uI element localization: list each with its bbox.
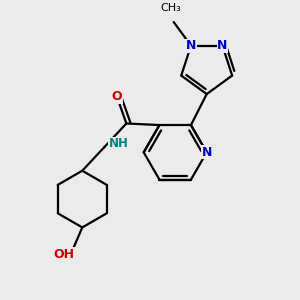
Text: N: N: [186, 39, 196, 52]
Text: O: O: [112, 90, 122, 103]
Text: N: N: [202, 146, 212, 159]
Text: N: N: [217, 39, 228, 52]
Text: CH₃: CH₃: [160, 3, 181, 13]
Text: NH: NH: [109, 137, 128, 151]
Text: OH: OH: [53, 248, 74, 261]
